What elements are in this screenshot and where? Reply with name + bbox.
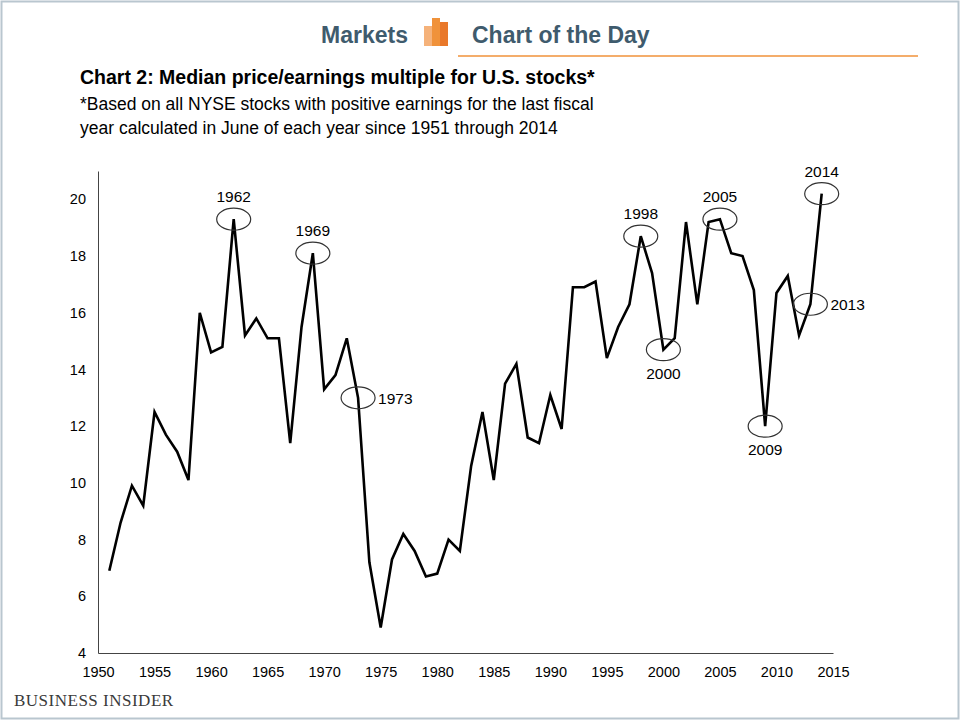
source: BUSINESS INSIDER bbox=[14, 691, 174, 710]
annotation-circle bbox=[793, 293, 827, 315]
annotation-circle bbox=[341, 387, 375, 409]
y-tick: 18 bbox=[70, 248, 98, 264]
annotation-circle bbox=[624, 225, 658, 247]
x-tick: 1965 bbox=[252, 653, 284, 680]
annotations: 1962 1969 1973 1998 2000 2005 2009 2013 2014 bbox=[216, 163, 864, 458]
y-tick: 4 bbox=[78, 645, 98, 661]
chart: Markets Chart of the Day Chart 2: Median p… bbox=[0, 0, 960, 720]
x-axis-line bbox=[99, 653, 834, 654]
y-tick-label: 6 bbox=[78, 588, 86, 604]
y-tick-label: 16 bbox=[70, 305, 86, 321]
x-tick-label: 2010 bbox=[761, 664, 793, 680]
y-axis: 4 6 8 10 12 14 16 18 20 bbox=[70, 172, 99, 662]
annotation-circle bbox=[296, 242, 330, 264]
subtitle: *Based on all NYSE stocks with positive … bbox=[80, 94, 594, 114]
annotation-circle bbox=[805, 183, 839, 205]
annotation-circle bbox=[217, 208, 251, 230]
y-tick: 6 bbox=[78, 588, 98, 604]
title: Chart 2: Median price/earnings multiple … bbox=[80, 66, 595, 88]
series-line bbox=[109, 194, 821, 628]
x-axis: 1950 1955 1960 1965 1970 1975 1980 1985 1990 1995… bbox=[82, 653, 849, 680]
y-tick-label: 18 bbox=[70, 248, 86, 264]
y-tick-label: 10 bbox=[70, 475, 86, 491]
annotation-label: 2014 bbox=[804, 163, 839, 180]
subtitle: year calculated in June of each year sin… bbox=[80, 118, 558, 138]
x-tick-label: 1970 bbox=[309, 664, 341, 680]
header-rule bbox=[458, 55, 918, 57]
y-tick: 16 bbox=[70, 305, 98, 321]
plot-area bbox=[109, 194, 821, 628]
x-tick: 1985 bbox=[478, 653, 510, 680]
header-left: Markets bbox=[321, 22, 408, 48]
x-tick-label: 1955 bbox=[139, 664, 171, 680]
x-tick: 1960 bbox=[195, 653, 227, 680]
page-frame bbox=[2, 2, 959, 719]
x-tick-label: 1995 bbox=[591, 664, 623, 680]
x-tick-label: 1950 bbox=[82, 664, 114, 680]
x-tick: 1950 bbox=[82, 653, 114, 680]
y-tick: 20 bbox=[70, 191, 98, 207]
header-icon-bar bbox=[440, 22, 448, 46]
annotation-circle bbox=[646, 339, 680, 361]
x-tick-label: 2000 bbox=[648, 664, 680, 680]
x-tick-label: 1965 bbox=[252, 664, 284, 680]
y-tick: 14 bbox=[70, 362, 98, 378]
y-tick-label: 20 bbox=[70, 191, 86, 207]
annotation-label: 2013 bbox=[830, 296, 864, 313]
annotation-label: 1973 bbox=[378, 390, 412, 407]
y-tick-label: 14 bbox=[70, 362, 86, 378]
x-tick-label: 1960 bbox=[195, 664, 227, 680]
x-tick: 2005 bbox=[704, 653, 736, 680]
x-tick: 2015 bbox=[817, 653, 849, 680]
y-tick: 12 bbox=[70, 418, 98, 434]
x-tick: 1990 bbox=[535, 653, 567, 680]
x-tick: 1980 bbox=[422, 653, 454, 680]
annotation-label: 2000 bbox=[646, 365, 681, 382]
y-tick-label: 8 bbox=[78, 532, 86, 548]
header-icon-bar bbox=[424, 26, 432, 46]
header-right: Chart of the Day bbox=[472, 22, 650, 48]
x-tick-label: 1985 bbox=[478, 664, 510, 680]
x-tick: 2000 bbox=[648, 653, 680, 680]
annotation-label: 2009 bbox=[748, 441, 782, 458]
header-icon-bar bbox=[432, 18, 440, 46]
annotation-circle bbox=[748, 415, 782, 437]
annotation-label: 2005 bbox=[703, 188, 737, 205]
x-tick: 1955 bbox=[139, 653, 171, 680]
x-tick: 2010 bbox=[761, 653, 793, 680]
y-tick-label: 12 bbox=[70, 418, 86, 434]
x-tick-label: 1975 bbox=[365, 664, 397, 680]
y-tick-label: 4 bbox=[78, 645, 86, 661]
y-axis-line bbox=[98, 172, 99, 654]
annotation-label: 1962 bbox=[216, 188, 250, 205]
x-tick: 1995 bbox=[591, 653, 623, 680]
header-icon bbox=[424, 18, 448, 46]
x-tick: 1970 bbox=[309, 653, 341, 680]
x-tick-label: 2005 bbox=[704, 664, 736, 680]
annotation-label: 1969 bbox=[296, 222, 330, 239]
x-tick-label: 1990 bbox=[535, 664, 567, 680]
annotation-circle bbox=[703, 208, 737, 230]
y-tick: 8 bbox=[78, 532, 98, 548]
x-tick: 1975 bbox=[365, 653, 397, 680]
annotation-label: 1998 bbox=[624, 205, 658, 222]
x-tick-label: 2015 bbox=[817, 664, 849, 680]
y-tick: 10 bbox=[70, 475, 98, 491]
x-tick-label: 1980 bbox=[422, 664, 454, 680]
